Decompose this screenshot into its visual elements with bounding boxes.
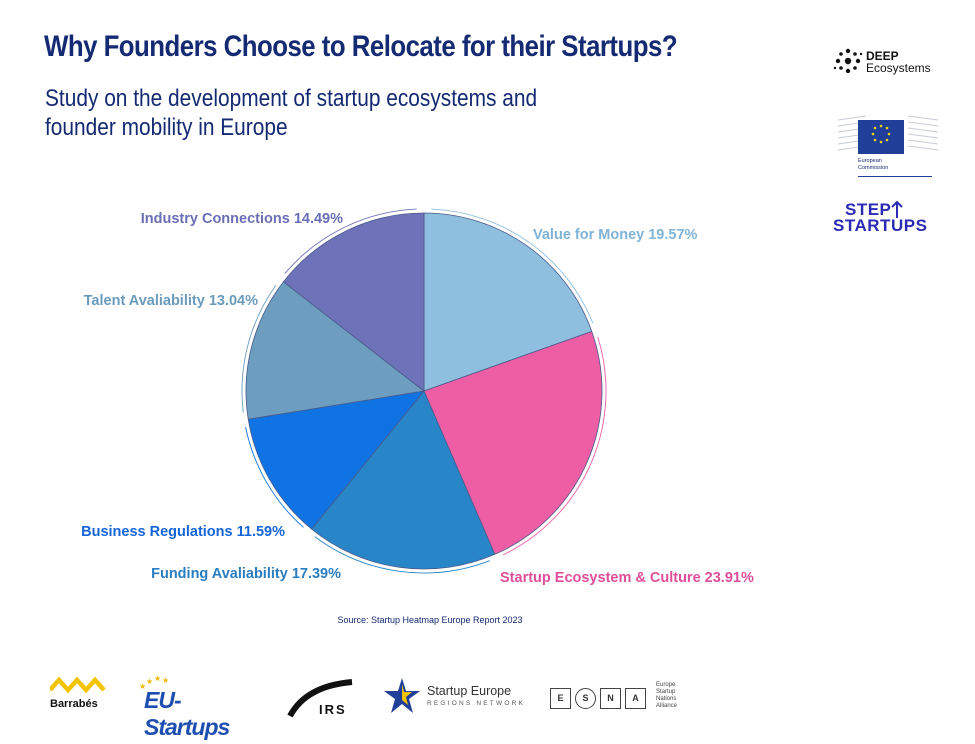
leader-bracket xyxy=(431,208,594,324)
irs-logo-text: IRS xyxy=(319,702,347,717)
ec-text-line-1: European xyxy=(858,158,882,164)
label-funding-availability: Funding Avaliability 17.39% xyxy=(151,566,341,582)
svg-text:★: ★ xyxy=(162,676,169,685)
ups-logo-text: UPS xyxy=(891,216,928,235)
deep-ecosystems-logo: DEEP Ecosystems xyxy=(833,46,953,78)
leader-bracket xyxy=(245,426,304,528)
leader-bracket xyxy=(284,208,417,274)
esna-logo: E S N A Europe Startup Nations Alliance xyxy=(548,680,688,716)
subtitle-line-2: founder mobility in Europe xyxy=(45,114,288,141)
esna-n-box: N xyxy=(600,688,621,709)
source-note: Source: Startup Heatmap Europe Report 20… xyxy=(337,615,523,625)
regions-network-text: REGIONS NETWORK xyxy=(427,700,526,707)
leader-bracket xyxy=(241,284,277,413)
leader-bracket xyxy=(314,536,490,574)
esna-e-box: E xyxy=(550,688,571,709)
arrow-up-icon xyxy=(891,200,903,218)
barrabes-logo-text: Barrabés xyxy=(50,698,98,710)
step-startups-logo: STEP START UPS xyxy=(833,198,943,240)
slice-industry-connections xyxy=(282,212,425,392)
ec-text-line-2: Commission xyxy=(858,165,889,171)
slice-business-regulations xyxy=(247,390,425,530)
subtitle-line-1: Study on the development of startup ecos… xyxy=(45,85,538,112)
slice-funding-availability xyxy=(311,390,496,570)
startup-europe-regions-network-logo: Startup Europe REGIONS NETWORK xyxy=(382,676,532,716)
slice-value-for-money xyxy=(423,212,593,392)
irs-arc-icon xyxy=(287,679,353,718)
label-value-for-money: Value for Money 19.57% xyxy=(533,227,698,243)
svg-text:★: ★ xyxy=(146,677,153,686)
page-subtitle: Study on the development of startup ecos… xyxy=(45,84,584,142)
page-title: Why Founders Choose to Relocate for thei… xyxy=(44,30,678,63)
esna-s-circle: S xyxy=(575,688,596,709)
esna-text: Europe Startup Nations Alliance xyxy=(656,682,678,709)
label-startup-ecosystem-culture: Startup Ecosystem & Culture 23.91% xyxy=(500,570,754,586)
european-commission-logo: European Commission xyxy=(836,110,940,180)
start-logo-text: START xyxy=(833,216,891,235)
label-talent-availability: Talent Avaliability 13.04% xyxy=(84,293,258,309)
svg-text:★: ★ xyxy=(139,682,146,691)
label-business-regulations: Business Regulations 11.59% xyxy=(81,524,285,540)
slice-talent-availability xyxy=(245,281,425,420)
svg-text:★: ★ xyxy=(154,675,161,683)
deep-logo-text: DEEP xyxy=(866,49,899,63)
star-icon xyxy=(384,678,420,713)
stars-icon: ★★ ★ ★ xyxy=(139,675,169,691)
eu-startups-logo: ★ ★ ★ ★ EU-Startups xyxy=(135,675,265,740)
esna-a-box: A xyxy=(625,688,646,709)
ec-building-icon xyxy=(837,115,939,154)
deep-logo-subtext: Ecosystems xyxy=(866,61,931,75)
irs-logo: IRS xyxy=(286,676,356,720)
ec-underline xyxy=(858,176,932,177)
step-logo-text: STEP xyxy=(845,200,892,219)
startup-europe-text: Startup Europe xyxy=(427,684,512,698)
mountains-icon xyxy=(48,676,106,694)
barrabes-logo: Barrabés xyxy=(48,676,110,716)
leader-bracket xyxy=(502,336,607,556)
eu-startups-logo-text: EU-Startups xyxy=(144,687,230,740)
deep-dots-icon xyxy=(833,48,863,74)
label-industry-connections: Industry Connections 14.49% xyxy=(141,211,343,227)
slice-startup-ecosystem-culture xyxy=(423,330,603,555)
